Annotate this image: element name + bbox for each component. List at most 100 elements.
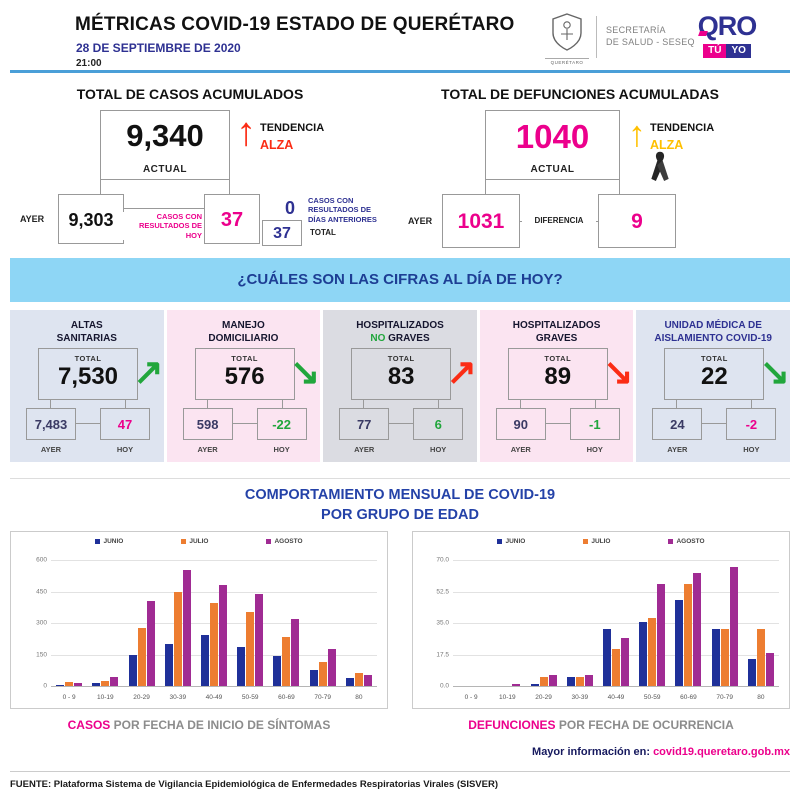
gridline — [453, 591, 779, 593]
footer-divider — [10, 771, 790, 772]
card-hoy-box: -1 — [569, 408, 620, 440]
section-divider — [10, 478, 790, 479]
deaths-section: TOTAL DE DEFUNCIONES ACUMULADAS 1040 ACT… — [400, 86, 790, 254]
bar-agosto — [620, 638, 629, 686]
secretaria-line1: SECRETARÍA — [606, 25, 666, 35]
bar-group-60-69 — [268, 618, 304, 686]
card-title-line2: SANITARIAS — [56, 333, 117, 344]
bar-group-10-19 — [87, 677, 123, 686]
card-total-label: TOTAL — [544, 354, 572, 363]
card-title: HOSPITALIZADOS NO GRAVES — [323, 319, 477, 345]
bar-junio — [639, 622, 648, 686]
card-ayer-label: AYER — [354, 445, 375, 454]
deaths-chart-caption: DEFUNCIONES POR FECHA DE OCURRENCIA — [412, 718, 790, 732]
legend-swatch — [95, 539, 101, 544]
qro-logo-text: QRO — [697, 11, 758, 41]
connector-line — [485, 180, 486, 194]
bar-agosto — [146, 600, 155, 686]
metric-card-4: HOSPITALIZADOS GRAVES TOTAL 89 90 -1 AYER HOY ↘ — [479, 310, 634, 462]
connector-line — [229, 180, 230, 194]
x-axis-label: 80 — [757, 694, 765, 701]
x-axis-label: 20-29 — [535, 694, 552, 701]
bar-julio — [720, 629, 729, 686]
x-axis-label: 40-49 — [607, 694, 625, 701]
bar-group-50-59 — [634, 583, 670, 686]
card-total-box: TOTAL 7,530 — [38, 348, 138, 400]
x-axis-label: 70-79 — [716, 694, 733, 701]
connector-line — [281, 400, 283, 408]
secretaria-line2: DE SALUD - SESEQ — [606, 37, 695, 48]
card-hoy-label: HOY — [430, 445, 447, 454]
y-axis-tick: 70.0 — [436, 556, 449, 564]
connector-line — [519, 400, 521, 408]
chart-legend: JUNIO JULIO AGOSTO — [413, 538, 789, 545]
more-info-label: Mayor información en: — [532, 746, 650, 758]
gridline — [453, 686, 779, 687]
bar-agosto — [363, 674, 372, 686]
cases-previous-label: CASOS CON RESULTADOS DE DÍAS ANTERIORES — [308, 196, 377, 224]
card-title-line1: MANEJO — [221, 320, 265, 331]
bar-junio — [200, 635, 209, 686]
deaths-actual-value: 1040 — [515, 118, 590, 155]
cases-total-label: TOTAL — [310, 228, 336, 237]
y-axis-tick: 0 — [43, 682, 47, 690]
bar-agosto — [765, 653, 774, 686]
bar-junio — [675, 600, 684, 686]
bar-group-20-29 — [123, 600, 159, 686]
metric-card-2: MANEJO DOMICILIARIO TOTAL 576 598 -22 AYER HOY ↘ — [166, 310, 321, 462]
bar-junio — [56, 685, 65, 686]
card-title-line1: HOSPITALIZADOS — [356, 320, 444, 331]
cases-trend-label: TENDENCIA — [260, 122, 325, 134]
y-axis-tick: 300 — [36, 619, 47, 627]
x-axis-label: 20-29 — [133, 694, 150, 701]
card-title-highlight: NO — [370, 333, 386, 344]
bar-group-30-39 — [562, 675, 598, 686]
bar-junio — [530, 684, 539, 686]
connector-line — [619, 180, 620, 194]
x-axis-label: 50-59 — [241, 694, 259, 701]
card-title-line1: ALTAS — [70, 320, 103, 331]
card-title-line2: AISLAMIENTO COVID-19 — [654, 333, 772, 344]
cases-chart-caption: CASOS POR FECHA DE INICIO DE SÍNTOMAS — [10, 718, 388, 732]
bar-julio — [648, 618, 657, 686]
x-axis-label: 0 - 9 — [62, 694, 76, 701]
card-ayer-box: 24 — [652, 408, 703, 440]
x-axis-label: 60-69 — [278, 694, 295, 701]
covid19-website-link[interactable]: covid19.queretaro.gob.mx — [653, 746, 790, 758]
bar-group-0-9 — [51, 681, 87, 686]
trend-arrow-up-icon: ↗ — [446, 351, 477, 392]
card-hoy-box: -2 — [726, 408, 777, 440]
bar-agosto — [693, 572, 702, 686]
gridline — [51, 560, 377, 561]
bar-agosto — [255, 594, 264, 686]
card-ayer-label: AYER — [197, 445, 218, 454]
x-axis-label: 10-19 — [97, 694, 114, 701]
gridline — [453, 560, 779, 561]
cases-title: TOTAL DE CASOS ACUMULADOS — [76, 86, 304, 102]
card-hoy-box: 6 — [413, 408, 464, 440]
card-hoy-box: 47 — [100, 408, 150, 440]
bar-agosto — [218, 584, 227, 686]
card-total-label: TOTAL — [74, 354, 102, 363]
bar-junio — [273, 656, 282, 686]
connector-line — [702, 423, 727, 424]
bar-julio — [101, 681, 110, 686]
connector-line — [125, 400, 126, 408]
y-axis-tick: 35.0 — [436, 619, 449, 627]
card-total-value: 89 — [544, 363, 572, 390]
bar-julio — [137, 628, 146, 686]
bar-julio — [209, 602, 218, 686]
trend-up-arrow-icon: ↑ — [628, 113, 646, 154]
daily-figures-banner: ¿CUÁLES SON LAS CIFRAS AL DÍA DE HOY? — [10, 258, 790, 302]
bar-group-50-59 — [232, 594, 268, 686]
report-date: 28 DE SEPTIEMBRE DE 2020 — [76, 41, 241, 55]
deaths-ayer-label: AYER — [408, 216, 433, 226]
shield-caption: QUERÉTARO — [545, 58, 589, 65]
y-axis-tick: 52.5 — [436, 588, 449, 595]
bar-julio — [246, 612, 255, 686]
legend-item-julio: JULIO — [181, 538, 208, 545]
cases-trend-value: ALZA — [260, 138, 294, 152]
bar-group-80 — [341, 673, 377, 686]
connector-line — [676, 400, 678, 408]
